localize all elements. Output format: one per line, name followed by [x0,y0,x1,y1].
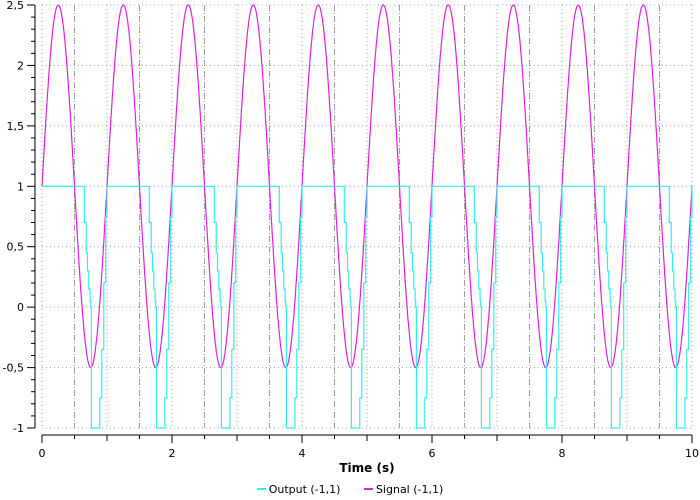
x-tick-label: 6 [429,447,436,460]
x-tick-label: 8 [559,447,566,460]
axes: -1 -0,5 0 0,5 1 1,5 2 2,5 0 2 4 6 8 10 [3,0,699,460]
x-tick-label: 10 [685,447,699,460]
legend: Output (-1,1) Signal (-1,1) [0,480,700,496]
legend-item-output[interactable]: Output (-1,1) [256,482,341,496]
legend-label-output: Output (-1,1) [268,482,341,496]
x-axis-label: Time (s) [339,461,394,475]
y-tick-label: 2,5 [7,0,25,12]
legend-swatch-signal [363,488,373,490]
y-tick-label: 2 [17,59,24,72]
y-tick-label: 0 [17,301,24,314]
legend-label-signal: Signal (-1,1) [375,482,444,496]
grid-lines [41,4,693,429]
legend-swatch-output [256,488,266,490]
y-tick-label: 0,5 [7,241,25,254]
x-tick-label: 4 [299,447,306,460]
data-series [41,4,693,429]
legend-item-signal[interactable]: Signal (-1,1) [363,482,444,496]
y-tick-label: -0,5 [3,362,24,375]
x-tick-label: 2 [169,447,176,460]
y-tick-label: 1,5 [7,120,25,133]
x-tick-label: 0 [39,447,46,460]
y-tick-label: -1 [13,422,24,435]
y-tick-label: 1 [17,180,24,193]
